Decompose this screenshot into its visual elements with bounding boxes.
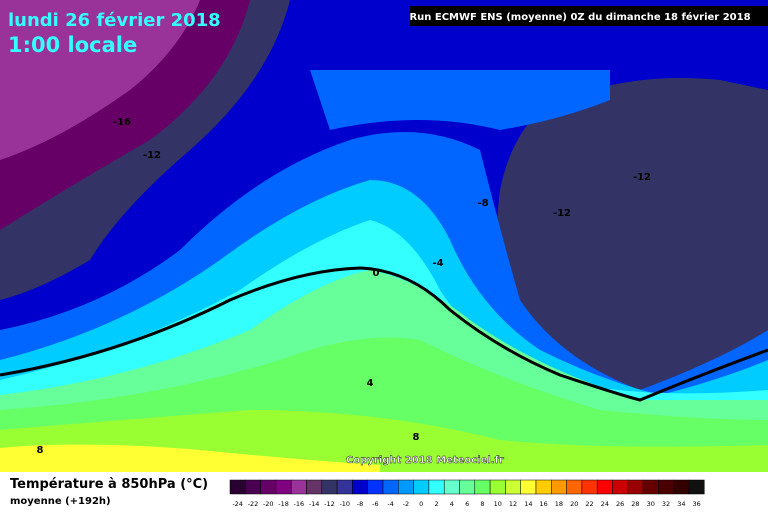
colorbar-label: 16 xyxy=(540,500,548,508)
color-swatch xyxy=(673,479,690,495)
color-swatch xyxy=(688,479,705,495)
color-swatch xyxy=(489,479,506,495)
colorbar-label: -4 xyxy=(387,500,393,508)
contour-label: 8 xyxy=(37,445,44,456)
colorbar-label: 34 xyxy=(677,500,685,508)
colorbar-label: -16 xyxy=(294,500,305,508)
contour-label: -12 xyxy=(633,172,651,183)
colorbar-label: -14 xyxy=(309,500,320,508)
run-info: Run ECMWF ENS (moyenne) 0Z du dimanche 1… xyxy=(409,11,750,23)
zone-violet xyxy=(0,0,200,160)
color-swatch xyxy=(382,479,399,495)
date-title: lundi 26 février 2018 xyxy=(8,10,221,31)
color-swatch xyxy=(658,479,674,495)
color-swatch xyxy=(398,479,414,495)
colorbar-label: 28 xyxy=(631,500,639,508)
colorbar-label: 24 xyxy=(601,500,609,508)
contour-label: -8 xyxy=(477,198,488,209)
zone-blue-north xyxy=(310,70,610,130)
color-swatch xyxy=(229,479,246,495)
footer-title: Température à 850hPa (°C) xyxy=(10,477,208,492)
color-swatch xyxy=(275,479,292,495)
zone-yellow xyxy=(0,444,380,472)
contour-label: 4 xyxy=(367,378,374,389)
colorbar-label: 32 xyxy=(662,500,670,508)
copyright: Copyright 2018 Meteociel.fr xyxy=(346,455,504,466)
color-swatch xyxy=(306,479,323,495)
color-swatch xyxy=(581,479,598,495)
color-swatch xyxy=(505,479,521,495)
contour-label: -4 xyxy=(432,258,443,269)
colorbar-label: 8 xyxy=(480,500,484,508)
colorbar-label: 26 xyxy=(616,500,624,508)
zero-isotherm xyxy=(0,266,768,402)
colorbar-label: -2 xyxy=(403,500,409,508)
color-swatch xyxy=(367,479,384,495)
color-swatch xyxy=(336,479,353,495)
colorbar-label: -10 xyxy=(339,500,350,508)
colorbar-label: -8 xyxy=(357,500,363,508)
color-swatch xyxy=(612,479,629,495)
color-swatch xyxy=(245,479,261,495)
color-swatch xyxy=(428,479,445,495)
zone-cold-europe xyxy=(497,78,768,400)
colorbar-label: 6 xyxy=(465,500,469,508)
colorbar-label: 10 xyxy=(494,500,502,508)
contour-label: -12 xyxy=(143,150,161,161)
colorbar-label: 20 xyxy=(570,500,578,508)
map: -16 -12 -12 -8 -12 -4 0 4 8 8 Copyright … xyxy=(0,0,768,472)
footer-subtitle: moyenne (+192h) xyxy=(10,496,111,507)
contour-label: -16 xyxy=(113,117,131,128)
contour-label: 0 xyxy=(373,268,380,279)
colorbar-label: 22 xyxy=(585,500,593,508)
color-swatch xyxy=(642,479,659,495)
colorbar-label: -22 xyxy=(248,500,259,508)
color-swatch xyxy=(520,479,537,495)
color-swatch xyxy=(443,479,460,495)
color-swatch xyxy=(551,479,567,495)
colorbar-label: 14 xyxy=(524,500,532,508)
colorbar-label: -18 xyxy=(278,500,289,508)
contour-label: -12 xyxy=(553,208,571,219)
color-swatch xyxy=(535,479,552,495)
color-swatch xyxy=(352,479,368,495)
colorbar: -24 -22 -20 -18 -16 -14 -12 -10 -8 -6 -4 -2 0 2 4 6 8 10 1… xyxy=(229,479,705,508)
time-title: 1:00 locale xyxy=(8,33,137,57)
color-swatch xyxy=(260,479,277,495)
colorbar-label: 30 xyxy=(647,500,655,508)
colorbar-label: 18 xyxy=(555,500,563,508)
run-box xyxy=(410,6,768,26)
color-swatch xyxy=(627,479,644,495)
colorbar-label: -24 xyxy=(232,500,243,508)
colorbar-label: -20 xyxy=(263,500,274,508)
color-swatch xyxy=(459,479,476,495)
color-swatch xyxy=(474,479,491,495)
colorbar-label: 2 xyxy=(434,500,438,508)
colorbar-label: 36 xyxy=(693,500,701,508)
contour-label: 8 xyxy=(413,432,420,443)
colorbar-label: 0 xyxy=(419,500,423,508)
color-swatch xyxy=(290,479,307,495)
colorbar-label: 12 xyxy=(509,500,517,508)
color-swatch xyxy=(566,479,583,495)
colorbar-label: -6 xyxy=(372,500,378,508)
color-swatch xyxy=(413,479,430,495)
colorbar-label: -12 xyxy=(324,500,335,508)
colorbar-label: 4 xyxy=(450,500,454,508)
color-swatch xyxy=(596,479,613,495)
color-swatch xyxy=(321,479,338,495)
